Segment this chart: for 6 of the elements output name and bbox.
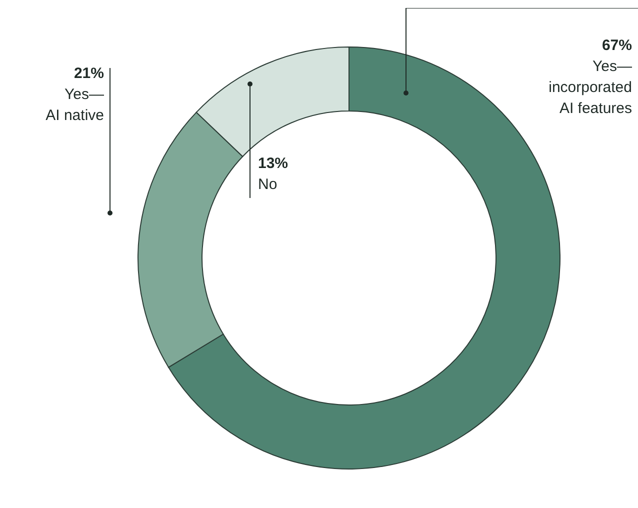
slice-label: No [258, 176, 278, 193]
data-label: 21% [74, 65, 104, 82]
slice-label: Yes—AI native [46, 86, 104, 124]
slice-label: Yes—incorporated AI features [548, 58, 632, 117]
data-label: 13% [258, 155, 288, 172]
data-label: 67% [602, 37, 632, 54]
